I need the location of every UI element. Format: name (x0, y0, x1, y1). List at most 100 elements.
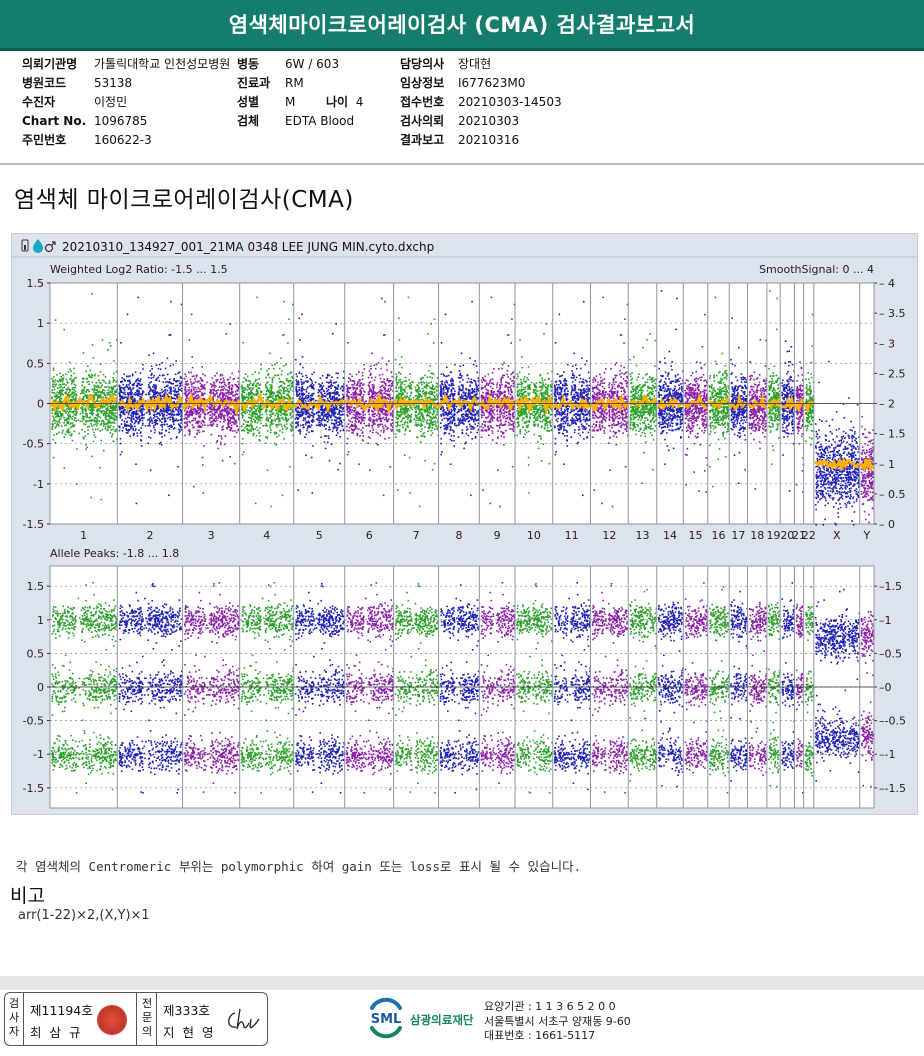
smooth-signal-chr-9 (478, 394, 516, 410)
smooth-signal-chr-17 (728, 393, 748, 411)
report-title: 염색체마이크로어레이검사 (CMA) 검사결과보고서 (0, 0, 924, 48)
handwritten-signature (228, 1008, 260, 1030)
allele-points-chr-8 (439, 584, 480, 794)
smooth-y-tick-label: – 2.5 (879, 367, 906, 380)
allele-right-tick-label: –-0.5 (879, 715, 906, 728)
battery-icon (21, 239, 29, 252)
log2-y-tick-label: 0.5 (27, 357, 45, 370)
smooth-y-tick-label: – 1 (879, 458, 895, 471)
seal-stamp (97, 1005, 127, 1035)
info-label: 검사의뢰 (400, 112, 458, 131)
age-label: 나이 (326, 95, 348, 109)
chromosome-label-14: 14 (663, 529, 677, 542)
allele-points-chr-3 (183, 582, 241, 794)
log2-points-chr-6 (345, 297, 395, 497)
info-label: 병동 (237, 55, 285, 74)
info-label: Chart No. (22, 112, 94, 131)
allele-points-chr-2 (118, 583, 184, 794)
allele-right-tick-label: –0.5 (879, 647, 902, 660)
info-value: RM (285, 76, 304, 90)
specialist-name: 지 현 영 (163, 1022, 215, 1041)
smooth-signal-chr-10 (515, 394, 554, 416)
allele-points-chr-12 (591, 583, 629, 794)
org-name: 삼광의료재단 (410, 1012, 473, 1028)
org-code-line: 요양기관 : 1 1 3 6 5 2 0 0 (484, 1000, 631, 1015)
info-label: 주민번호 (22, 131, 94, 150)
chromosome-label-Y: Y (862, 529, 870, 542)
allele-points-chr-9 (480, 582, 516, 784)
allele-points-chr-4 (240, 582, 295, 794)
smooth-signal-chr-6 (344, 394, 393, 416)
allele-y-tick-label: -1 (33, 748, 44, 761)
org-phone-line: 대표번호 : 1661-5117 (484, 1029, 631, 1044)
chromosome-label-X: X (833, 529, 841, 542)
allele-right-tick-label: –1 (879, 614, 892, 627)
section-title: 염색체 마이크로어레이검사(CMA) (14, 180, 354, 214)
info-row: 진료과 RM (237, 74, 354, 93)
allele-right-tick-label: –-1.5 (879, 782, 906, 795)
info-value: 20210303-14503 (458, 95, 562, 109)
allele-points-chr-19 (767, 601, 781, 788)
info-row: 성별 M (237, 93, 354, 112)
chromosome-label-2: 2 (146, 529, 153, 542)
info-value: 53138 (94, 76, 132, 90)
allele-panel-title: Allele Peaks: -1.8 ... 1.8 (50, 547, 179, 560)
chromosome-label-15: 15 (689, 529, 703, 542)
log2-points-chr-16 (708, 296, 730, 488)
allele-points-chr-X (814, 588, 861, 782)
allele-right-tick-label: –1.5 (879, 580, 902, 593)
smooth-y-tick-label: – 4 (879, 277, 895, 290)
remarks-result: arr(1-22)×2,(X,Y)×1 (18, 908, 150, 923)
org-info: 요양기관 : 1 1 3 6 5 2 0 0 서울특별시 서초구 양재동 9-6… (484, 1000, 631, 1044)
info-row: Chart No. 1096785 (22, 112, 230, 131)
info-value: 1096785 (94, 114, 147, 128)
chromosome-label-7: 7 (413, 529, 420, 542)
battery-level (24, 245, 26, 250)
info-label: 진료과 (237, 74, 285, 93)
info-value: 이정민 (94, 95, 127, 109)
smooth-signal-chr-14 (657, 396, 684, 411)
log2-y-tick-label: -1.5 (23, 518, 44, 531)
info-value: EDTA Blood (285, 114, 354, 128)
info-value: I677623M0 (458, 76, 525, 90)
remarks-title: 비고 (10, 881, 45, 908)
chromosome-label-22: 22 (802, 529, 816, 542)
chromosome-label-19: 19 (767, 529, 781, 542)
info-column-2: 병동 6W / 603 진료과 RM 성별 M 검체 EDTA Blood (237, 55, 354, 131)
cma-chart: 20210310_134927_001_21MA 0348 LEE JUNG M… (11, 233, 918, 815)
smooth-y-tick-label: – 3.5 (879, 307, 906, 320)
centromere-note: 각 염색체의 Centromeric 부위는 polymorphic 하여 ga… (16, 856, 581, 875)
allele-points-chr-1 (51, 582, 118, 794)
chromosome-label-17: 17 (731, 529, 745, 542)
log2-y-tick-label: -1 (33, 478, 44, 491)
chromosome-label-3: 3 (208, 529, 215, 542)
info-row: 검사의뢰 20210303 (400, 112, 562, 131)
sml-logo: SML (370, 997, 402, 1039)
chromosome-label-16: 16 (711, 529, 725, 542)
info-row: 병동 6W / 603 (237, 55, 354, 74)
info-row: 주민번호 160622-3 (22, 131, 230, 150)
log2-points-chr-17 (730, 317, 749, 484)
smooth-signal-chr-1 (49, 393, 118, 414)
info-row: 임상정보 I677623M0 (400, 74, 562, 93)
allele-points-chr-14 (657, 601, 684, 788)
org-address-line: 서울특별시 서초구 양재동 9-60 (484, 1015, 631, 1030)
log2-y-tick-label: 1.5 (27, 277, 45, 290)
info-row: 검체 EDTA Blood (237, 112, 354, 131)
allele-points-chr-13 (629, 588, 658, 782)
info-label: 결과보고 (400, 131, 458, 150)
chromosome-label-18: 18 (750, 529, 764, 542)
file-name: 20210310_134927_001_21MA 0348 LEE JUNG M… (62, 240, 434, 254)
info-value: 장대현 (458, 57, 491, 71)
allele-points-chr-6 (345, 582, 395, 794)
log2-panel-title: Weighted Log2 Ratio: -1.5 ... 1.5 (50, 263, 228, 276)
drop-icon (33, 239, 43, 253)
info-label: 수진자 (22, 93, 94, 112)
male-icon (44, 241, 56, 253)
log2-y-tick-label: 0 (37, 398, 44, 411)
allele-right-tick-label: –-1 (879, 748, 895, 761)
chromosome-label-9: 9 (494, 529, 501, 542)
